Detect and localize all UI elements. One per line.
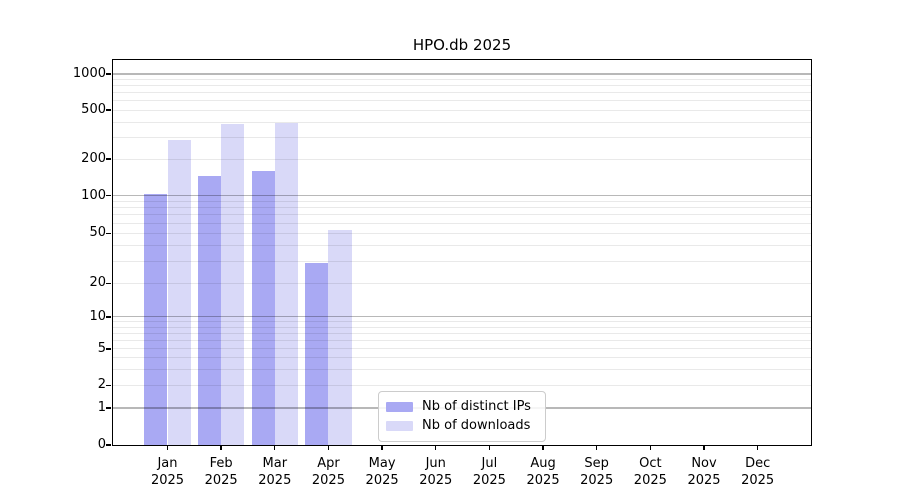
x-tick-label-aug: Aug 2025 — [508, 455, 578, 490]
chart-title: HPO.db 2025 — [412, 36, 512, 54]
x-tick-year: 2025 — [419, 473, 453, 488]
x-tick-month: Jul — [481, 455, 498, 471]
x-tick-year: 2025 — [365, 473, 399, 488]
x-tick-month: Jan — [157, 455, 178, 471]
gridline-minor-600 — [113, 100, 811, 102]
y-tick-mark-50 — [106, 232, 112, 234]
y-tick-label-500: 500 — [81, 102, 106, 118]
y-tick-label-20: 20 — [89, 275, 106, 291]
x-tick-mark-aug — [542, 445, 544, 451]
y-tick-label-100: 100 — [81, 187, 106, 203]
bar-nb-of-distinct-ips-jan — [144, 193, 168, 445]
x-tick-mark-may — [381, 445, 383, 451]
x-tick-month: Sep — [584, 455, 609, 471]
legend-swatch-distinct-ips — [386, 401, 413, 412]
x-tick-month: Feb — [209, 455, 233, 471]
legend-label-distinct-ips: Nb of distinct IPs — [422, 399, 531, 414]
x-tick-mark-dec — [756, 445, 759, 451]
legend-swatch-downloads — [386, 420, 413, 431]
x-tick-year: 2025 — [258, 473, 292, 488]
x-tick-mark-jun — [435, 445, 437, 451]
x-tick-month: May — [368, 455, 396, 471]
legend-item-downloads: Nb of downloads — [386, 416, 537, 435]
bar-nb-of-distinct-ips-apr — [305, 262, 329, 445]
y-tick-mark-10 — [106, 316, 112, 318]
y-tick-label-200: 200 — [81, 151, 106, 167]
y-tick-label-10: 10 — [89, 308, 106, 324]
y-tick-mark-200 — [106, 158, 112, 160]
x-tick-label-mar: Mar 2025 — [240, 455, 310, 490]
y-tick-mark-20 — [106, 282, 112, 284]
bar-nb-of-distinct-ips-feb — [197, 176, 222, 445]
gridline-minor-700 — [113, 92, 811, 94]
x-tick-label-feb: Feb 2025 — [186, 455, 256, 490]
x-tick-label-jul: Jul 2025 — [454, 455, 524, 490]
x-tick-label-jun: Jun 2025 — [401, 455, 471, 490]
y-tick-mark-2 — [106, 384, 112, 387]
bar-nb-of-downloads-jan — [167, 140, 191, 445]
x-tick-month: Apr — [317, 455, 340, 471]
x-tick-mark-jul — [488, 445, 491, 451]
x-tick-mark-nov — [703, 445, 705, 451]
plot-area: Nb of distinct IPs Nb of downloads — [106, 59, 812, 446]
x-tick-year: 2025 — [204, 473, 238, 488]
gridline-minor-300 — [113, 136, 811, 138]
gridline-major-1000 — [113, 73, 811, 75]
bar-nb-of-downloads-apr — [328, 230, 352, 445]
bar-nb-of-downloads-mar — [274, 123, 298, 445]
y-tick-label-1: 1 — [97, 399, 106, 415]
x-tick-year: 2025 — [633, 473, 667, 488]
y-axis: 0 1 2 5 10 20 50 100 200 500 1000 — [0, 60, 106, 452]
x-tick-label-jan: Jan 2025 — [133, 455, 203, 490]
y-tick-mark-5 — [106, 348, 112, 350]
y-tick-label-2: 2 — [97, 377, 106, 393]
x-tick-label-apr: Apr 2025 — [293, 455, 363, 490]
y-tick-label-50: 50 — [89, 225, 106, 241]
x-tick-month: Dec — [745, 455, 771, 471]
x-tick-month: Aug — [530, 455, 556, 471]
x-tick-month: Oct — [639, 455, 662, 471]
x-tick-month: Mar — [262, 455, 288, 471]
x-tick-year: 2025 — [150, 473, 185, 488]
x-axis: Jan 2025 Feb 2025 Mar 2025 Apr 2025 May 2025 Jun 20… — [113, 445, 811, 496]
x-tick-mark-feb — [220, 445, 222, 451]
bar-nb-of-downloads-feb — [221, 124, 245, 445]
gridline-minor-800 — [113, 85, 811, 87]
y-tick-mark-0 — [106, 444, 112, 446]
x-tick-mark-oct — [649, 445, 652, 451]
gridline-minor-200 — [113, 158, 811, 160]
x-tick-year: 2025 — [472, 473, 506, 488]
x-tick-mark-sep — [596, 445, 598, 451]
y-tick-label-5: 5 — [97, 340, 106, 356]
gridline-minor-900 — [113, 78, 811, 80]
x-tick-year: 2025 — [526, 473, 560, 488]
y-tick-label-1000: 1000 — [72, 66, 106, 81]
x-tick-mark-mar — [274, 445, 276, 451]
y-tick-mark-1000 — [106, 73, 112, 75]
legend-item-distinct-ips: Nb of distinct IPs — [386, 397, 537, 416]
x-tick-year: 2025 — [311, 473, 345, 488]
x-tick-month: Nov — [691, 455, 717, 471]
x-tick-mark-jan — [166, 445, 169, 451]
x-tick-year: 2025 — [580, 473, 614, 488]
x-tick-label-nov: Nov 2025 — [669, 455, 739, 490]
x-tick-label-may: May 2025 — [347, 455, 417, 490]
x-tick-month: Jun — [425, 455, 446, 471]
x-tick-label-sep: Sep 2025 — [562, 455, 632, 490]
y-tick-label-0: 0 — [97, 437, 106, 452]
legend-label-downloads: Nb of downloads — [422, 418, 531, 433]
x-tick-year: 2025 — [687, 473, 721, 488]
y-tick-mark-100 — [106, 194, 112, 197]
bar-nb-of-distinct-ips-mar — [251, 170, 275, 445]
x-tick-label-dec: Dec 2025 — [723, 455, 793, 490]
x-tick-mark-apr — [327, 445, 330, 451]
gridline-minor-400 — [113, 121, 811, 123]
y-tick-mark-500 — [106, 109, 112, 111]
gridline-minor-500 — [113, 109, 811, 111]
x-tick-year: 2025 — [741, 473, 775, 488]
y-tick-mark-1 — [106, 407, 112, 409]
legend: Nb of distinct IPs Nb of downloads — [378, 391, 546, 442]
x-tick-label-oct: Oct 2025 — [615, 455, 685, 490]
